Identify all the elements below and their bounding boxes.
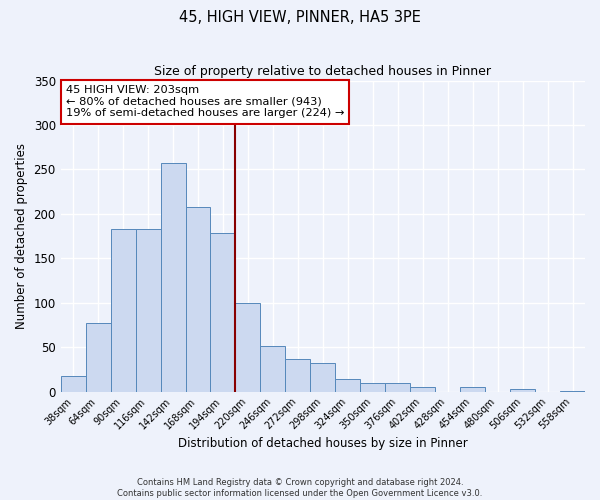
Bar xyxy=(286,358,310,392)
Bar xyxy=(86,323,110,392)
Bar xyxy=(235,302,260,392)
Bar xyxy=(510,389,535,392)
Y-axis label: Number of detached properties: Number of detached properties xyxy=(15,143,28,329)
Bar xyxy=(310,363,335,392)
Bar xyxy=(185,206,211,392)
Bar xyxy=(360,382,385,392)
Bar xyxy=(460,387,485,392)
Bar xyxy=(161,163,185,392)
Bar xyxy=(410,387,435,392)
Bar xyxy=(260,346,286,392)
Bar xyxy=(385,382,410,392)
Title: Size of property relative to detached houses in Pinner: Size of property relative to detached ho… xyxy=(154,65,491,78)
Bar xyxy=(560,390,585,392)
Text: 45 HIGH VIEW: 203sqm
← 80% of detached houses are smaller (943)
19% of semi-deta: 45 HIGH VIEW: 203sqm ← 80% of detached h… xyxy=(66,85,344,118)
Bar xyxy=(136,229,161,392)
Text: Contains HM Land Registry data © Crown copyright and database right 2024.
Contai: Contains HM Land Registry data © Crown c… xyxy=(118,478,482,498)
X-axis label: Distribution of detached houses by size in Pinner: Distribution of detached houses by size … xyxy=(178,437,468,450)
Bar xyxy=(335,379,360,392)
Bar xyxy=(61,376,86,392)
Text: 45, HIGH VIEW, PINNER, HA5 3PE: 45, HIGH VIEW, PINNER, HA5 3PE xyxy=(179,10,421,25)
Bar xyxy=(110,229,136,392)
Bar xyxy=(211,234,235,392)
